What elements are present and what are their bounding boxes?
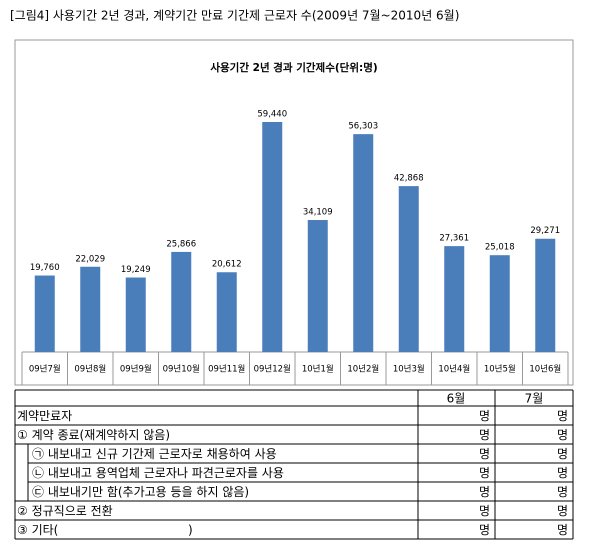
row-label: ① 계약 종료(재계약하지 않음) [17,427,170,442]
x-tick-label: 10년3월 [393,364,425,375]
x-tick-label: 09년10월 [163,364,200,375]
bar [216,272,237,352]
chart-frame [14,39,574,386]
cell: 명 [479,409,490,423]
value-label: 42,868 [394,174,424,184]
column-header: 6월 [447,392,466,406]
cell: 명 [557,523,568,537]
cell: 명 [557,409,568,423]
cell: 명 [557,447,568,461]
x-tick-label: 09년7월 [29,364,61,375]
bar [34,275,55,352]
x-tick-label: 10년1월 [302,364,334,375]
bar [535,238,556,352]
value-label: 59,440 [257,110,287,120]
value-label: 25,866 [166,239,196,249]
cell: 명 [479,485,490,499]
row-label: ㉢ 내보내기만 함(추가고용 등을 하지 않음) [32,485,249,499]
x-tick-label: 09년11월 [208,364,245,375]
value-label: 56,303 [348,122,378,132]
bar [353,134,374,352]
x-tick-label: 10년6월 [529,364,561,375]
value-label: 25,018 [485,243,515,253]
cell: 명 [479,466,490,480]
cell: 명 [479,504,490,518]
cell: 명 [557,428,568,442]
x-tick-label: 09년12월 [254,364,291,375]
row-label: ② 정규직으로 전환 [17,504,113,518]
value-label: 27,361 [439,234,469,244]
value-label: 29,271 [530,226,560,236]
bar [125,277,146,352]
x-tick-label: 10년2월 [347,364,379,375]
cell: 명 [479,523,490,537]
value-label: 19,249 [121,265,151,275]
value-label: 19,760 [30,263,60,273]
bar [80,266,101,352]
cell: 명 [557,485,568,499]
x-tick-label: 10년5월 [484,364,516,375]
bar [489,255,510,352]
cell: 명 [557,466,568,480]
cell: 명 [479,428,490,442]
value-label: 20,612 [212,260,242,270]
row-label: ③ 기타( ) [17,523,193,537]
x-tick-label: 09년8월 [74,364,106,375]
value-label: 22,029 [75,254,105,264]
bar [444,246,465,352]
cell: 명 [479,447,490,461]
x-tick-label: 09년9월 [120,364,152,375]
cell: 명 [557,504,568,518]
x-tick-label: 10년4월 [438,364,470,375]
bar [307,220,328,352]
bar [398,186,419,352]
row-label: 계약만료자 [17,408,72,423]
caption: [그림4] 사용기간 2년 경과, 계약기간 만료 기간제 근로자 수(2009… [10,8,459,23]
bar [262,122,283,352]
column-header: 7월 [525,392,544,406]
row-label: ㉠ 내보내고 신규 기간제 근로자로 채용하여 사용 [32,447,277,461]
row-label: ㉡ 내보내고 용역업체 근로자나 파견근로자를 사용 [32,466,284,480]
value-label: 34,109 [303,208,333,218]
chart-title: 사용기간 2년 경과 기간제수(단위:명) [210,61,377,74]
bar [171,251,192,352]
